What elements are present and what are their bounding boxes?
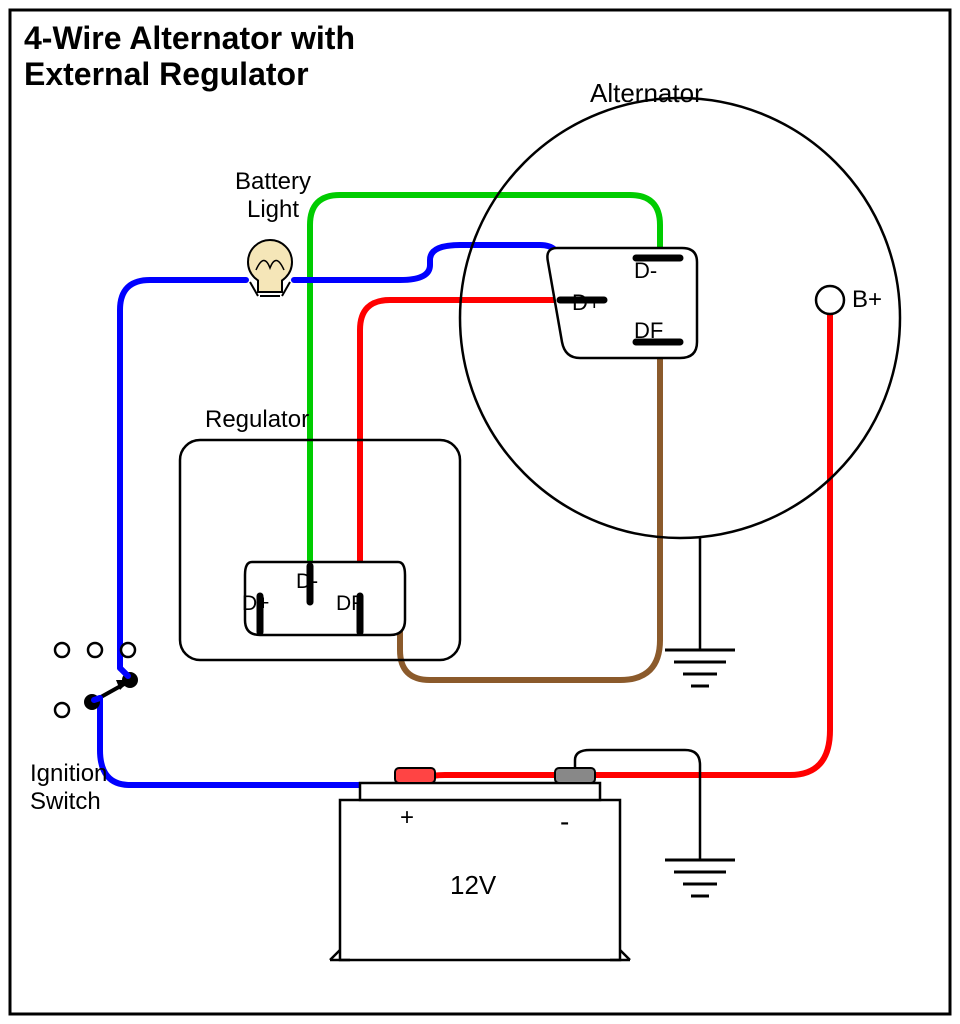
diagram-canvas: 4-Wire Alternator with External Regulato… — [0, 0, 960, 1024]
wire-brown — [364, 346, 660, 680]
b-plus-terminal — [816, 286, 844, 314]
label-bat-pos: + — [400, 804, 414, 832]
battery-ground-symbol — [665, 860, 735, 896]
label-regulator: Regulator — [205, 406, 309, 434]
label-b-plus: B+ — [852, 286, 882, 314]
label-ignition-switch: IgnitionSwitch — [30, 760, 107, 816]
label-reg-df: DF — [336, 592, 364, 616]
label-alt-df: DF — [634, 318, 663, 344]
battery-light-bulb — [248, 240, 292, 296]
label-reg-dplus: D+ — [242, 592, 269, 616]
label-reg-dminus: D- — [296, 570, 318, 594]
wire-red-bplus — [420, 314, 830, 785]
label-battery-light: BatteryLight — [218, 168, 328, 224]
wire-blue-after-bulb — [294, 245, 560, 296]
battery-neg-terminal — [555, 768, 595, 783]
alt-ground-symbol — [665, 650, 735, 686]
title-line2: External Regulator — [24, 56, 309, 93]
battery-cap — [360, 783, 600, 800]
label-bat-neg: - — [560, 806, 569, 838]
title-line1: 4-Wire Alternator with — [24, 20, 355, 57]
wire-blue-up — [120, 280, 246, 668]
label-alternator: Alternator — [590, 78, 703, 109]
label-alt-dplus: D+ — [572, 290, 601, 316]
battery-pos-terminal — [395, 768, 435, 783]
label-alt-dminus: D- — [634, 258, 657, 284]
label-bat-voltage: 12V — [450, 870, 496, 901]
wire-blue-down — [100, 698, 408, 785]
ignition-switch — [55, 643, 137, 717]
